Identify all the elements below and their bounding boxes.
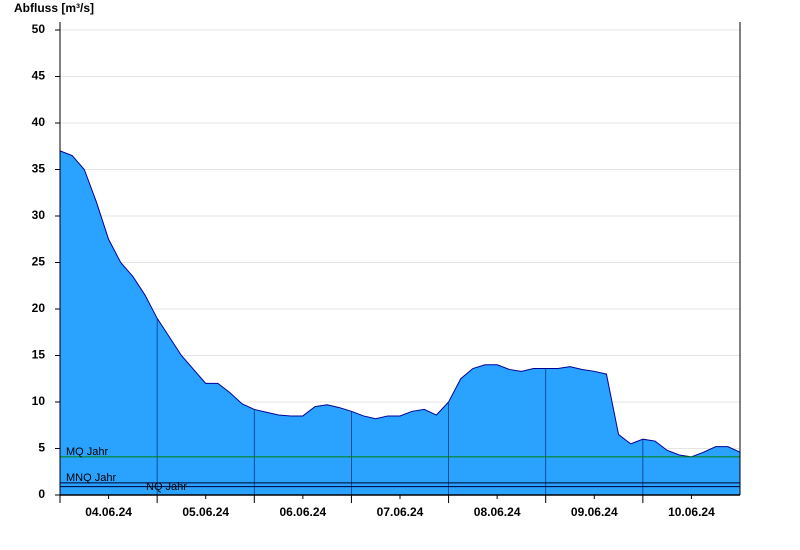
x-tick-label: 09.06.24 — [571, 505, 618, 519]
y-tick-label: 5 — [38, 441, 45, 455]
x-tick-label: 06.06.24 — [279, 505, 326, 519]
reference-label: NQ Jahr — [146, 481, 187, 493]
y-tick-label: 30 — [32, 208, 46, 222]
y-tick-label: 0 — [38, 487, 45, 501]
y-tick-label: 20 — [32, 301, 46, 315]
y-tick-label: 15 — [32, 348, 46, 362]
y-tick-label: 40 — [32, 115, 46, 129]
y-tick-label: 25 — [32, 255, 46, 269]
x-tick-label: 04.06.24 — [85, 505, 132, 519]
area — [60, 150, 740, 495]
x-tick-label: 07.06.24 — [377, 505, 424, 519]
y-tick-label: 50 — [32, 22, 46, 36]
line — [59, 150, 741, 458]
x-tick-label: 10.06.24 — [668, 505, 715, 519]
x-tick-label: 08.06.24 — [474, 505, 521, 519]
y-tick-label: 45 — [32, 69, 46, 83]
y-tick-label: 10 — [32, 394, 46, 408]
y-tick-label: 35 — [32, 162, 46, 176]
x-tick-label: 05.06.24 — [182, 505, 229, 519]
reference-label: MNQ Jahr — [66, 472, 116, 484]
chart-title: Abfluss [m³/s] — [14, 1, 94, 15]
reference-label: MQ Jahr — [66, 446, 109, 458]
